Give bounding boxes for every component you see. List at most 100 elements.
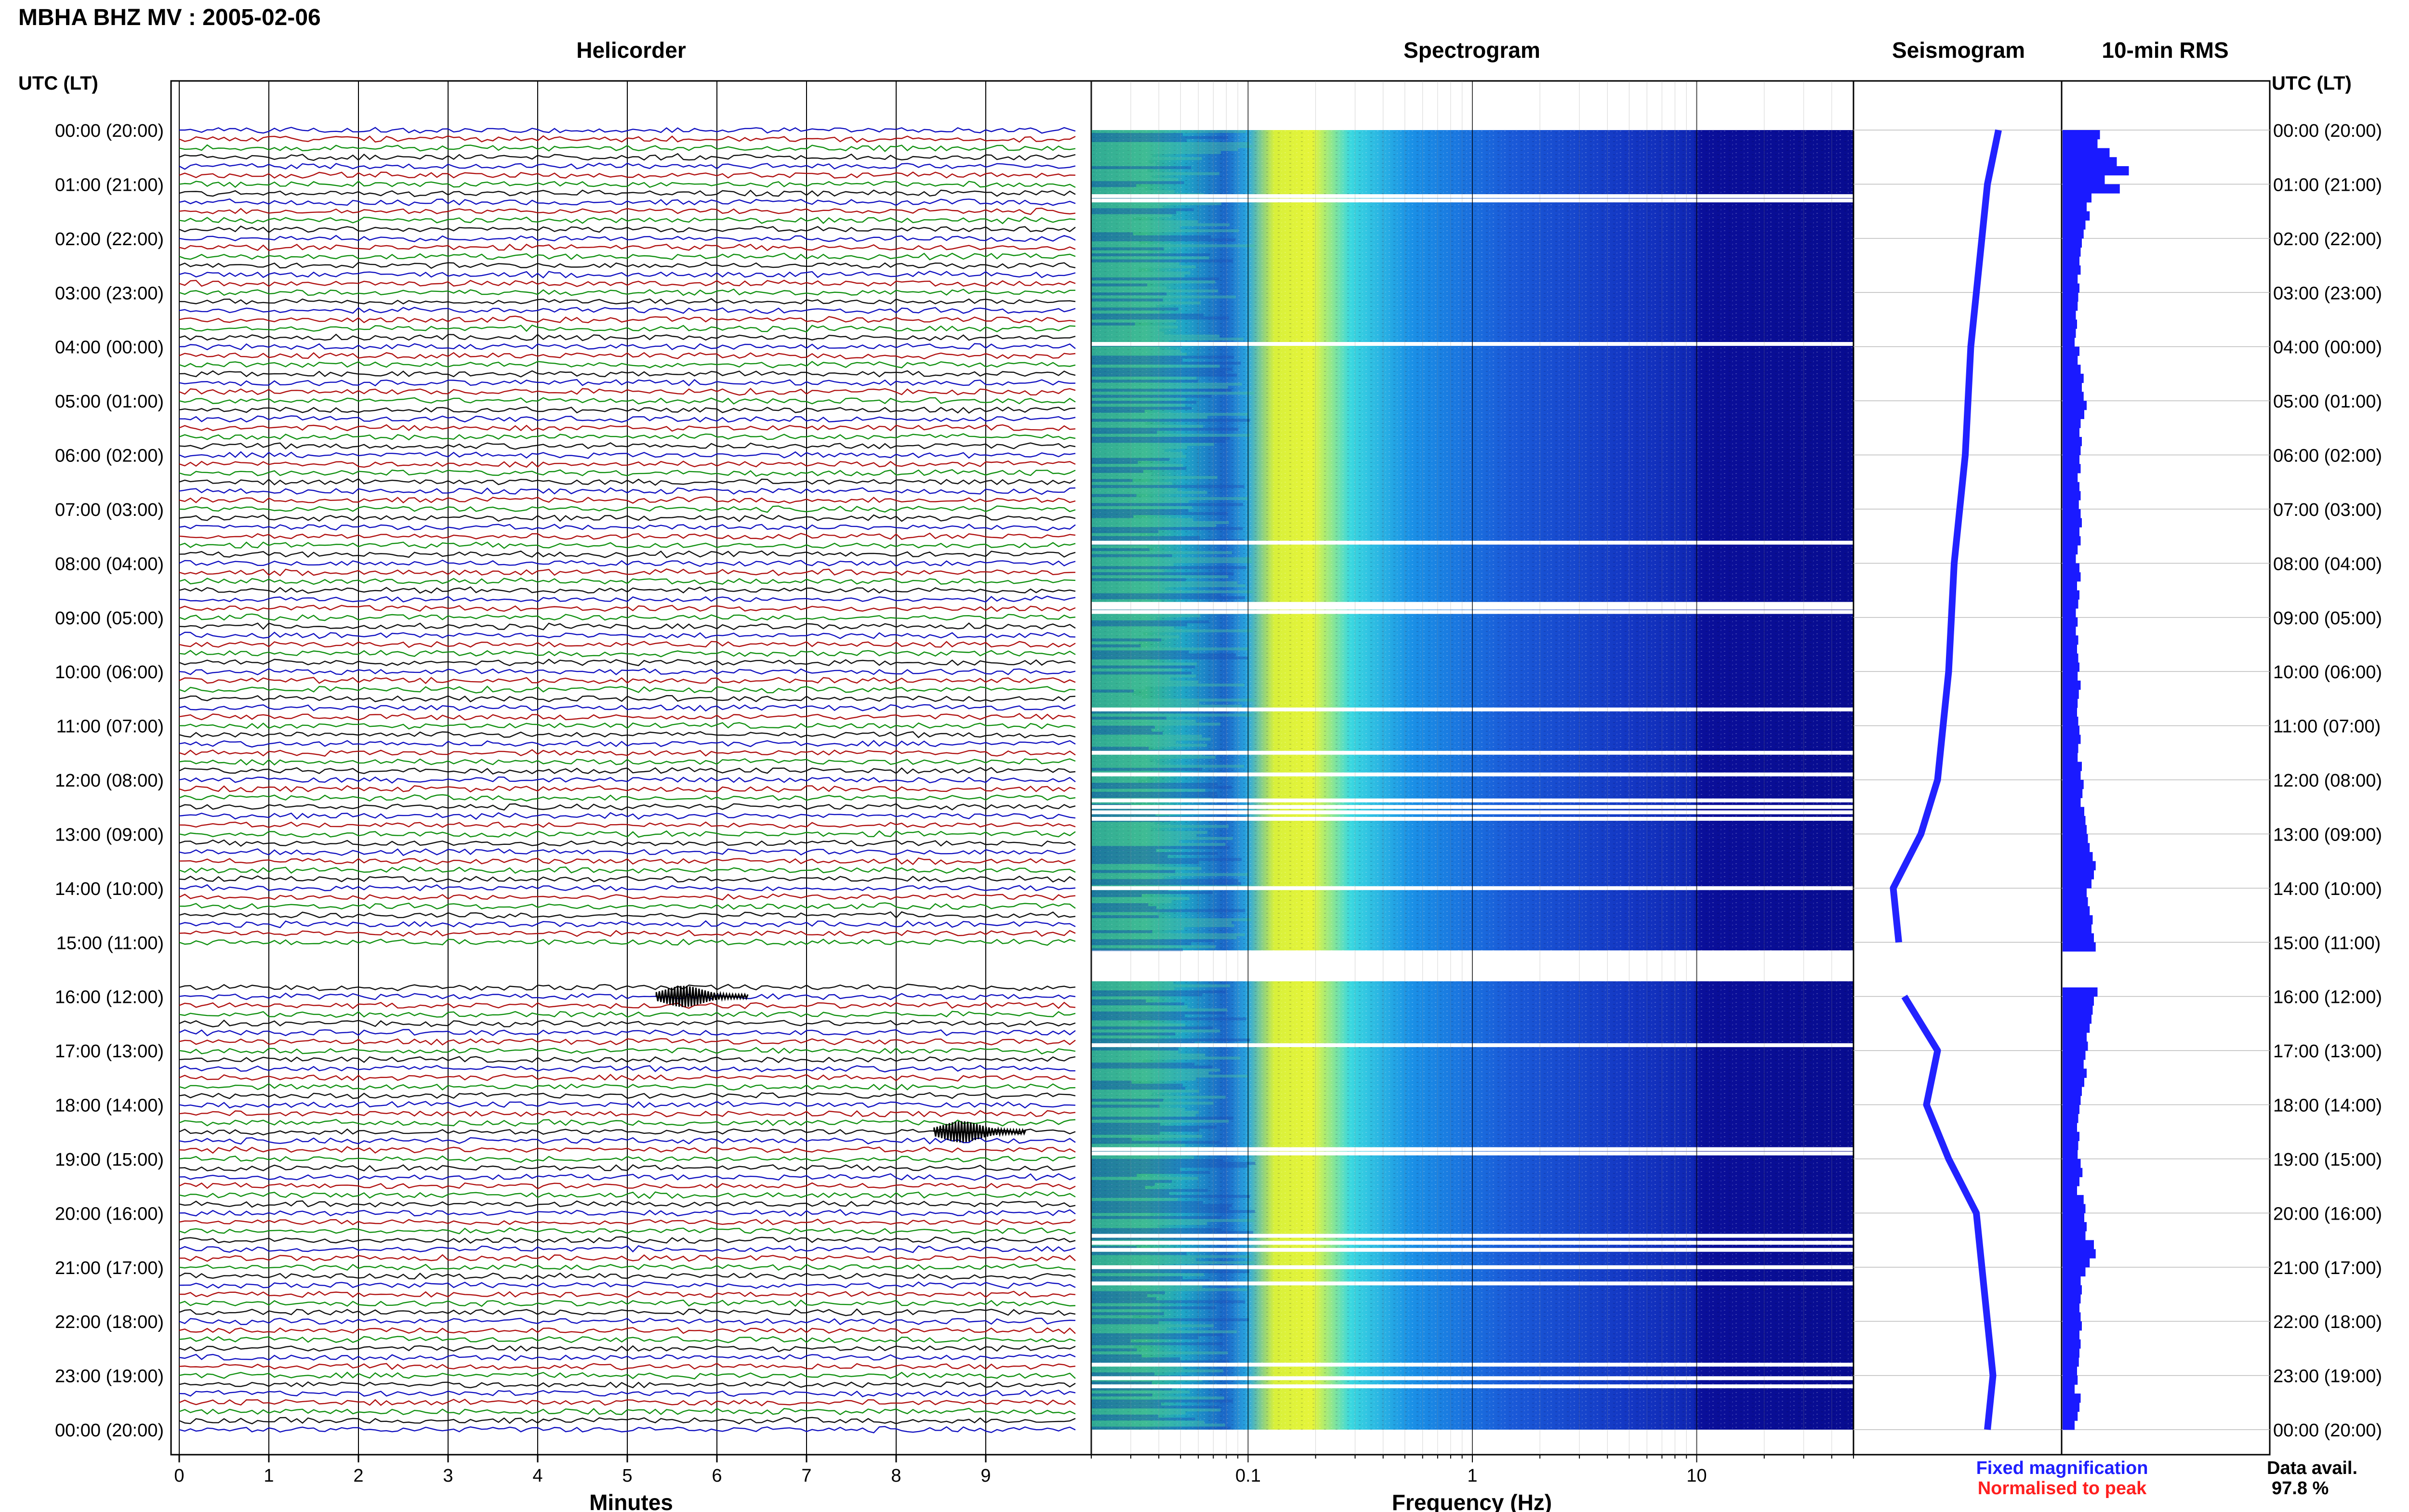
helicorder-trace — [179, 415, 1076, 423]
spectrogram-streak — [1092, 728, 1152, 732]
data-avail-label: Data avail. — [2267, 1458, 2357, 1478]
spectrogram-streak — [1092, 771, 1160, 774]
spectrogram-streak — [1092, 292, 1167, 296]
hour-label-left: 00:00 (20:00) — [55, 1420, 164, 1441]
spectrogram-streak — [1092, 566, 1246, 569]
spectrogram-streak — [1092, 1059, 1143, 1063]
spectrogram-streak — [1092, 539, 1244, 542]
helicorder-trace — [179, 1200, 1076, 1208]
spectrogram-streak — [1092, 247, 1164, 250]
spectrogram-streak — [1092, 428, 1239, 431]
spectrogram-streak — [1092, 208, 1194, 211]
spectrogram-streak — [1092, 915, 1159, 919]
spectrogram-streak — [1092, 377, 1197, 380]
spectrogram-streak — [1092, 1087, 1186, 1090]
helicorder-trace — [179, 595, 1076, 603]
helicorder-event — [655, 986, 749, 1007]
spectrogram-streak — [1092, 485, 1244, 488]
spectrogram-streak — [1092, 1288, 1247, 1291]
spectrogram-streak — [1092, 1418, 1195, 1421]
helicorder-tick-label: 2 — [353, 1466, 363, 1486]
rms-bar — [2063, 1411, 2078, 1421]
spectrogram-streak — [1092, 1099, 1164, 1102]
spectrogram-streak — [1092, 1339, 1131, 1342]
spectrogram-streak — [1092, 599, 1161, 603]
hour-label-left: 14:00 (10:00) — [55, 879, 164, 899]
rms-bar — [2063, 1032, 2087, 1042]
spectrogram-streak — [1092, 329, 1160, 332]
spectrogram-title: Spectrogram — [1403, 38, 1540, 63]
helicorder-trace — [179, 541, 1076, 549]
helicorder-tick-label: 1 — [264, 1466, 274, 1486]
spectrogram-streak — [1092, 1032, 1176, 1036]
helicorder-trace — [179, 1354, 1076, 1361]
spectrogram-streak — [1092, 927, 1184, 931]
helicorder-trace — [179, 839, 1076, 847]
spectrogram-streak — [1092, 1246, 1137, 1249]
spectrogram-streak — [1092, 632, 1143, 635]
spectrogram-streak — [1092, 205, 1164, 209]
rms-bar — [2063, 482, 2079, 491]
helicorder-frame — [170, 80, 1092, 1456]
spectrogram-streak — [1092, 903, 1149, 907]
rms-bar — [2063, 708, 2077, 717]
spectrogram-streak — [1092, 283, 1148, 287]
spectrogram-streak — [1092, 319, 1177, 323]
spectrogram-streak — [1092, 732, 1163, 735]
helicorder-trace — [179, 641, 1076, 648]
rms-bar — [2063, 184, 2120, 194]
rms-bar — [2063, 807, 2084, 816]
spectrogram-streak — [1092, 620, 1209, 623]
helicorder-trace — [179, 577, 1076, 585]
spectrogram-streak — [1092, 1056, 1241, 1060]
spectrogram-streak — [1092, 723, 1221, 726]
spectrogram-streak — [1092, 1291, 1165, 1294]
rms-bar — [2063, 175, 2105, 184]
spectrogram-streak — [1092, 1354, 1142, 1357]
helicorder-trace — [179, 1272, 1076, 1280]
rms-bar — [2063, 491, 2081, 500]
spectrogram-streak — [1092, 446, 1187, 449]
helicorder-trace — [179, 433, 1076, 441]
rms-bar — [2063, 581, 2077, 591]
spectrogram-streak — [1092, 301, 1201, 304]
spectrogram-streak — [1092, 873, 1249, 876]
rms-bars — [2063, 130, 2129, 1430]
helicorder-trace — [179, 180, 1076, 188]
spectrogram-streak — [1092, 1134, 1203, 1138]
helicorder-tick-label: 0 — [174, 1466, 184, 1486]
rms-bar — [2063, 301, 2078, 311]
spectrogram-streak — [1092, 232, 1133, 236]
spectrogram-streak — [1092, 1005, 1188, 1009]
rms-bar — [2063, 897, 2088, 907]
spectrogram-streak — [1092, 175, 1152, 178]
rms-bar — [2063, 843, 2090, 853]
spectrogram-streak — [1092, 776, 1147, 780]
spectrogram-streak — [1092, 942, 1191, 946]
spectrogram-streak — [1092, 1399, 1233, 1403]
spectrogram-streak — [1092, 172, 1219, 175]
legend-normalised-to-peak: Normalised to peak — [1978, 1478, 2147, 1499]
rms-bar — [2063, 879, 2091, 889]
spectrogram-streak — [1092, 1312, 1164, 1315]
hour-label-left: 12:00 (08:00) — [55, 771, 164, 791]
helicorder-trace — [179, 1173, 1076, 1181]
helicorder-trace — [179, 279, 1076, 287]
helicorder-trace — [179, 1128, 1076, 1136]
spectrogram-streak — [1092, 515, 1134, 518]
rms-bar — [2063, 202, 2087, 212]
hour-label-right: 18:00 (14:00) — [2273, 1096, 2382, 1116]
helicorder-trace — [179, 1344, 1076, 1353]
rms-bar — [2063, 635, 2078, 645]
rms-bar — [2063, 518, 2082, 527]
spectrogram-streak — [1092, 488, 1178, 491]
spectrogram-streak — [1092, 1195, 1250, 1198]
spectrogram-streak — [1092, 1351, 1228, 1354]
rms-bar — [2063, 735, 2081, 744]
hour-label-right: 08:00 (04:00) — [2273, 554, 2382, 574]
spectrogram-streak — [1092, 265, 1196, 269]
rms-bar — [2063, 599, 2078, 609]
spectrogram-streak — [1092, 1279, 1210, 1282]
spectrogram-streak — [1092, 653, 1236, 657]
hour-label-right: 10:00 (06:00) — [2273, 662, 2382, 683]
